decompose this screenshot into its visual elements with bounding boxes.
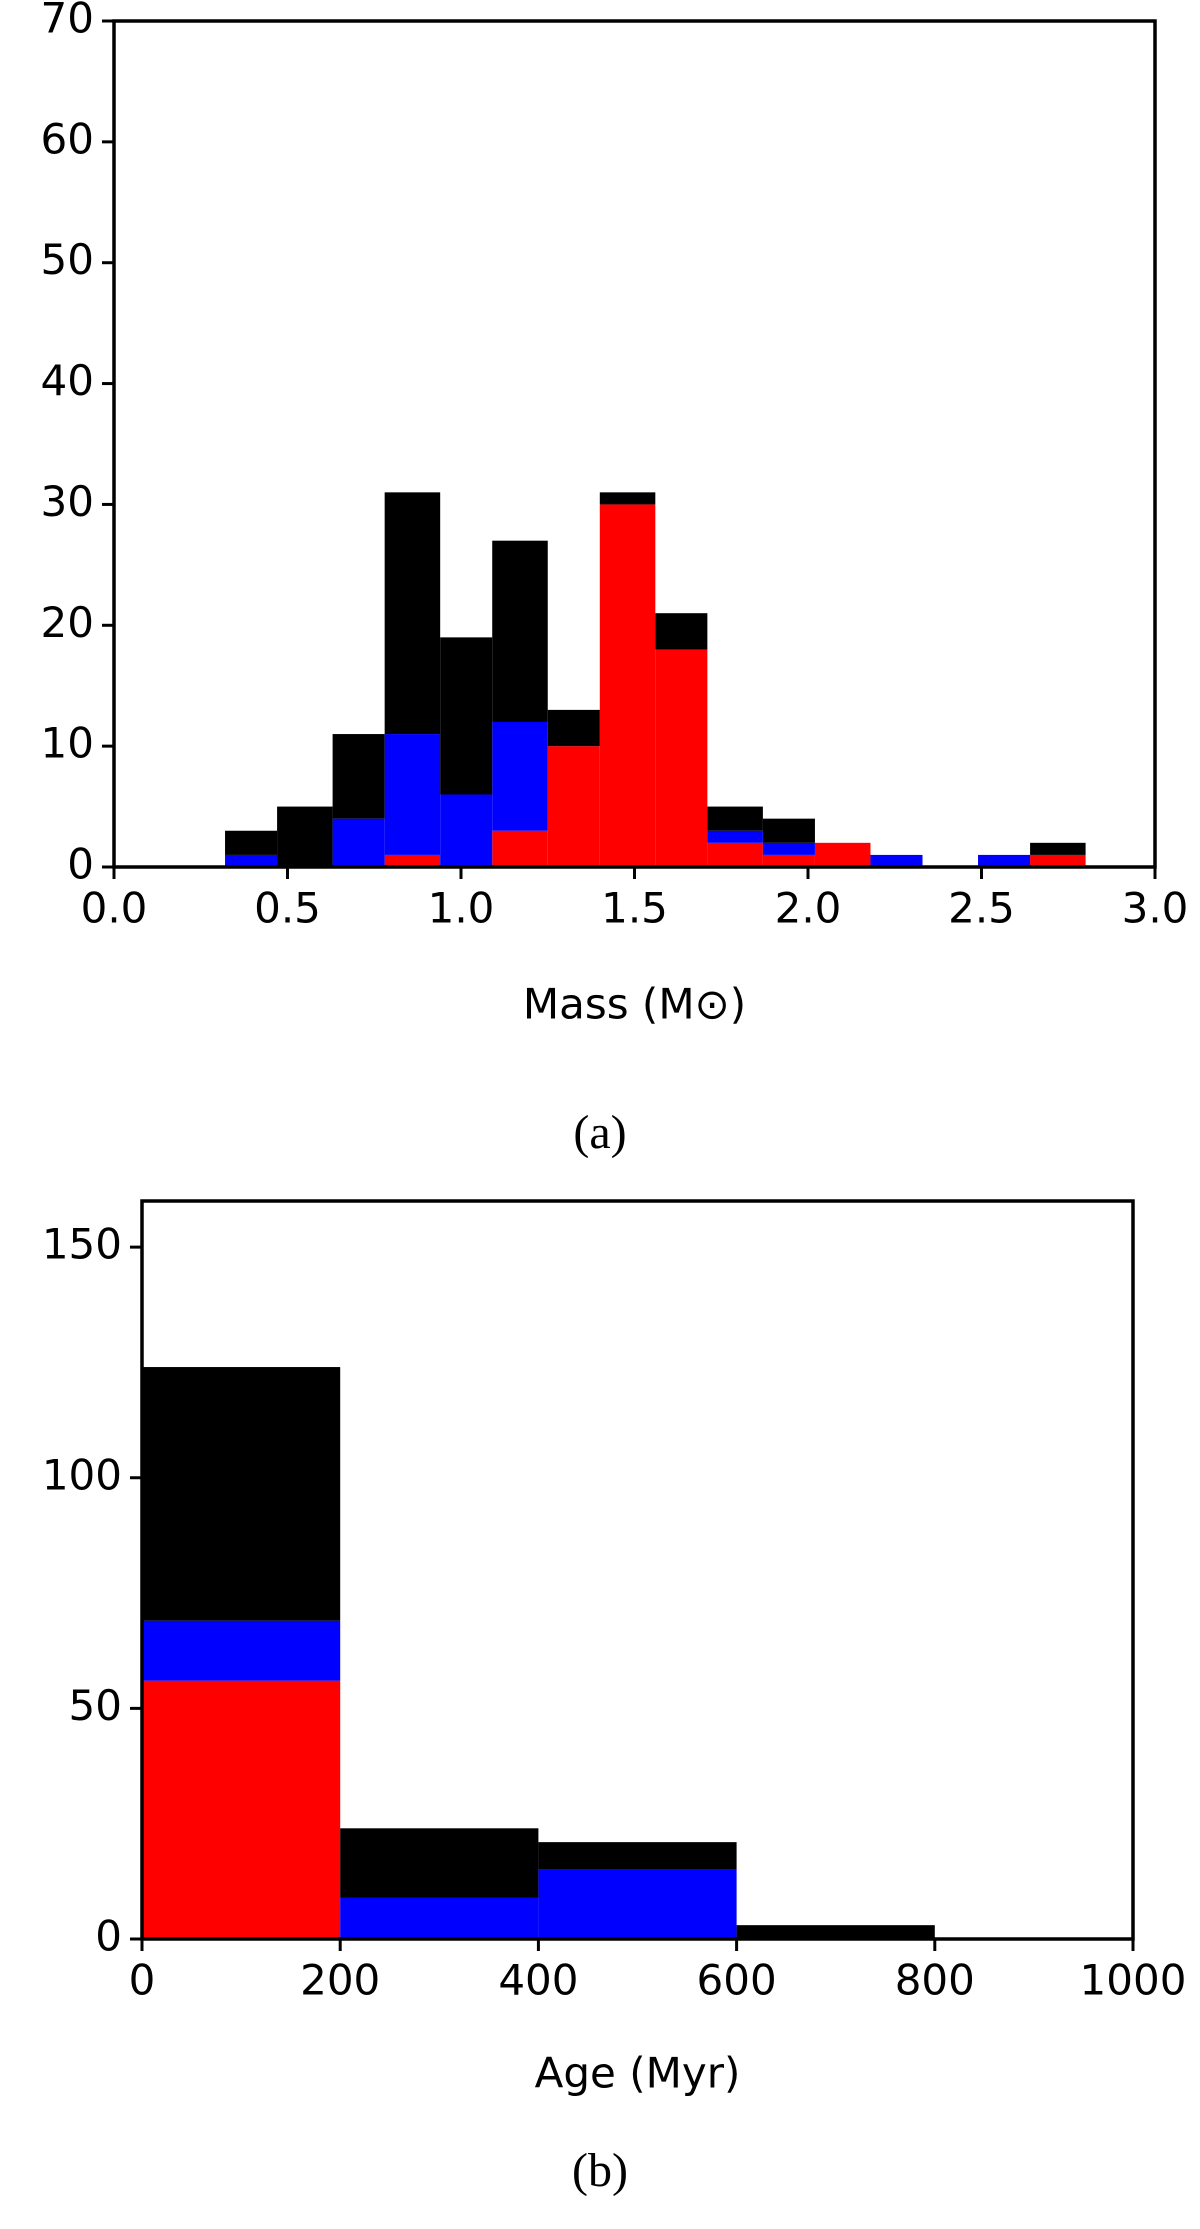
hist-bar bbox=[340, 1897, 539, 1939]
x-tick-label: 1.5 bbox=[601, 884, 668, 933]
x-tick-label: 1.0 bbox=[428, 884, 495, 933]
hist-bar bbox=[762, 854, 815, 867]
hist-bar bbox=[707, 842, 763, 867]
hist-bar bbox=[440, 637, 493, 795]
hist-bar bbox=[277, 806, 333, 867]
x-tick-label: 1000 bbox=[1080, 1956, 1187, 2005]
hist-bar bbox=[707, 806, 763, 831]
hist-bar bbox=[762, 842, 815, 855]
y-tick-label: 20 bbox=[41, 598, 94, 647]
x-tick-label: 800 bbox=[895, 1956, 975, 2005]
x-axis-label: Mass (M⊙) bbox=[523, 980, 746, 1029]
hist-bar bbox=[225, 854, 278, 867]
hist-bar bbox=[599, 492, 656, 505]
hist-bar bbox=[599, 504, 656, 867]
hist-bar bbox=[492, 830, 548, 867]
y-tick-label: 30 bbox=[41, 477, 94, 526]
hist-bar bbox=[492, 540, 548, 722]
y-tick-label: 40 bbox=[41, 356, 94, 405]
x-tick-label: 0.0 bbox=[81, 884, 148, 933]
hist-bar bbox=[814, 842, 871, 867]
y-tick-label: 0 bbox=[95, 1912, 122, 1961]
hist-bar bbox=[655, 649, 708, 867]
y-tick-label: 50 bbox=[41, 235, 94, 284]
hist-bar bbox=[547, 709, 600, 747]
x-tick-label: 2.0 bbox=[775, 884, 842, 933]
hist-bar bbox=[870, 854, 923, 867]
hist-bar bbox=[332, 734, 385, 819]
hist-bar bbox=[225, 830, 278, 855]
hist-bar bbox=[538, 1869, 737, 1939]
hist-bar bbox=[762, 818, 815, 843]
hist-bar bbox=[978, 854, 1031, 867]
x-tick-label: 600 bbox=[697, 1956, 777, 2005]
x-tick-label: 3.0 bbox=[1122, 884, 1189, 933]
x-tick-label: 0 bbox=[129, 1956, 156, 2005]
hist-bar bbox=[707, 830, 763, 843]
hist-bar bbox=[1030, 854, 1086, 867]
hist-bar bbox=[384, 492, 441, 735]
x-tick-label: 400 bbox=[498, 1956, 578, 2005]
x-axis-label: Age (Myr) bbox=[535, 2049, 741, 2098]
hist-bar bbox=[1030, 842, 1086, 855]
x-tick-label: 0.5 bbox=[254, 884, 321, 933]
hist-bar bbox=[547, 746, 600, 867]
y-tick-label: 60 bbox=[41, 114, 94, 163]
y-tick-label: 0 bbox=[67, 840, 94, 889]
hist-bar bbox=[538, 1842, 737, 1870]
hist-bar bbox=[340, 1828, 539, 1898]
hist-bar bbox=[736, 1925, 935, 1939]
hist-bar bbox=[142, 1620, 341, 1681]
y-tick-label: 100 bbox=[42, 1450, 122, 1499]
caption: (a) bbox=[573, 1106, 626, 1159]
hist-bar bbox=[332, 818, 385, 867]
hist-bar bbox=[655, 613, 708, 650]
y-tick-label: 50 bbox=[69, 1681, 122, 1730]
hist-bar bbox=[142, 1680, 341, 1939]
x-tick-label: 2.5 bbox=[948, 884, 1015, 933]
y-tick-label: 150 bbox=[42, 1220, 122, 1269]
y-tick-label: 70 bbox=[41, 0, 94, 43]
y-tick-label: 10 bbox=[41, 719, 94, 768]
hist-bar bbox=[384, 854, 441, 867]
caption: (b) bbox=[572, 2144, 628, 2197]
hist-bar bbox=[142, 1367, 341, 1621]
hist-bar bbox=[440, 794, 493, 867]
plot-frame bbox=[140, 1199, 1135, 1941]
x-tick-label: 200 bbox=[300, 1956, 380, 2005]
hist-bar bbox=[384, 734, 441, 855]
hist-bar bbox=[492, 721, 548, 831]
